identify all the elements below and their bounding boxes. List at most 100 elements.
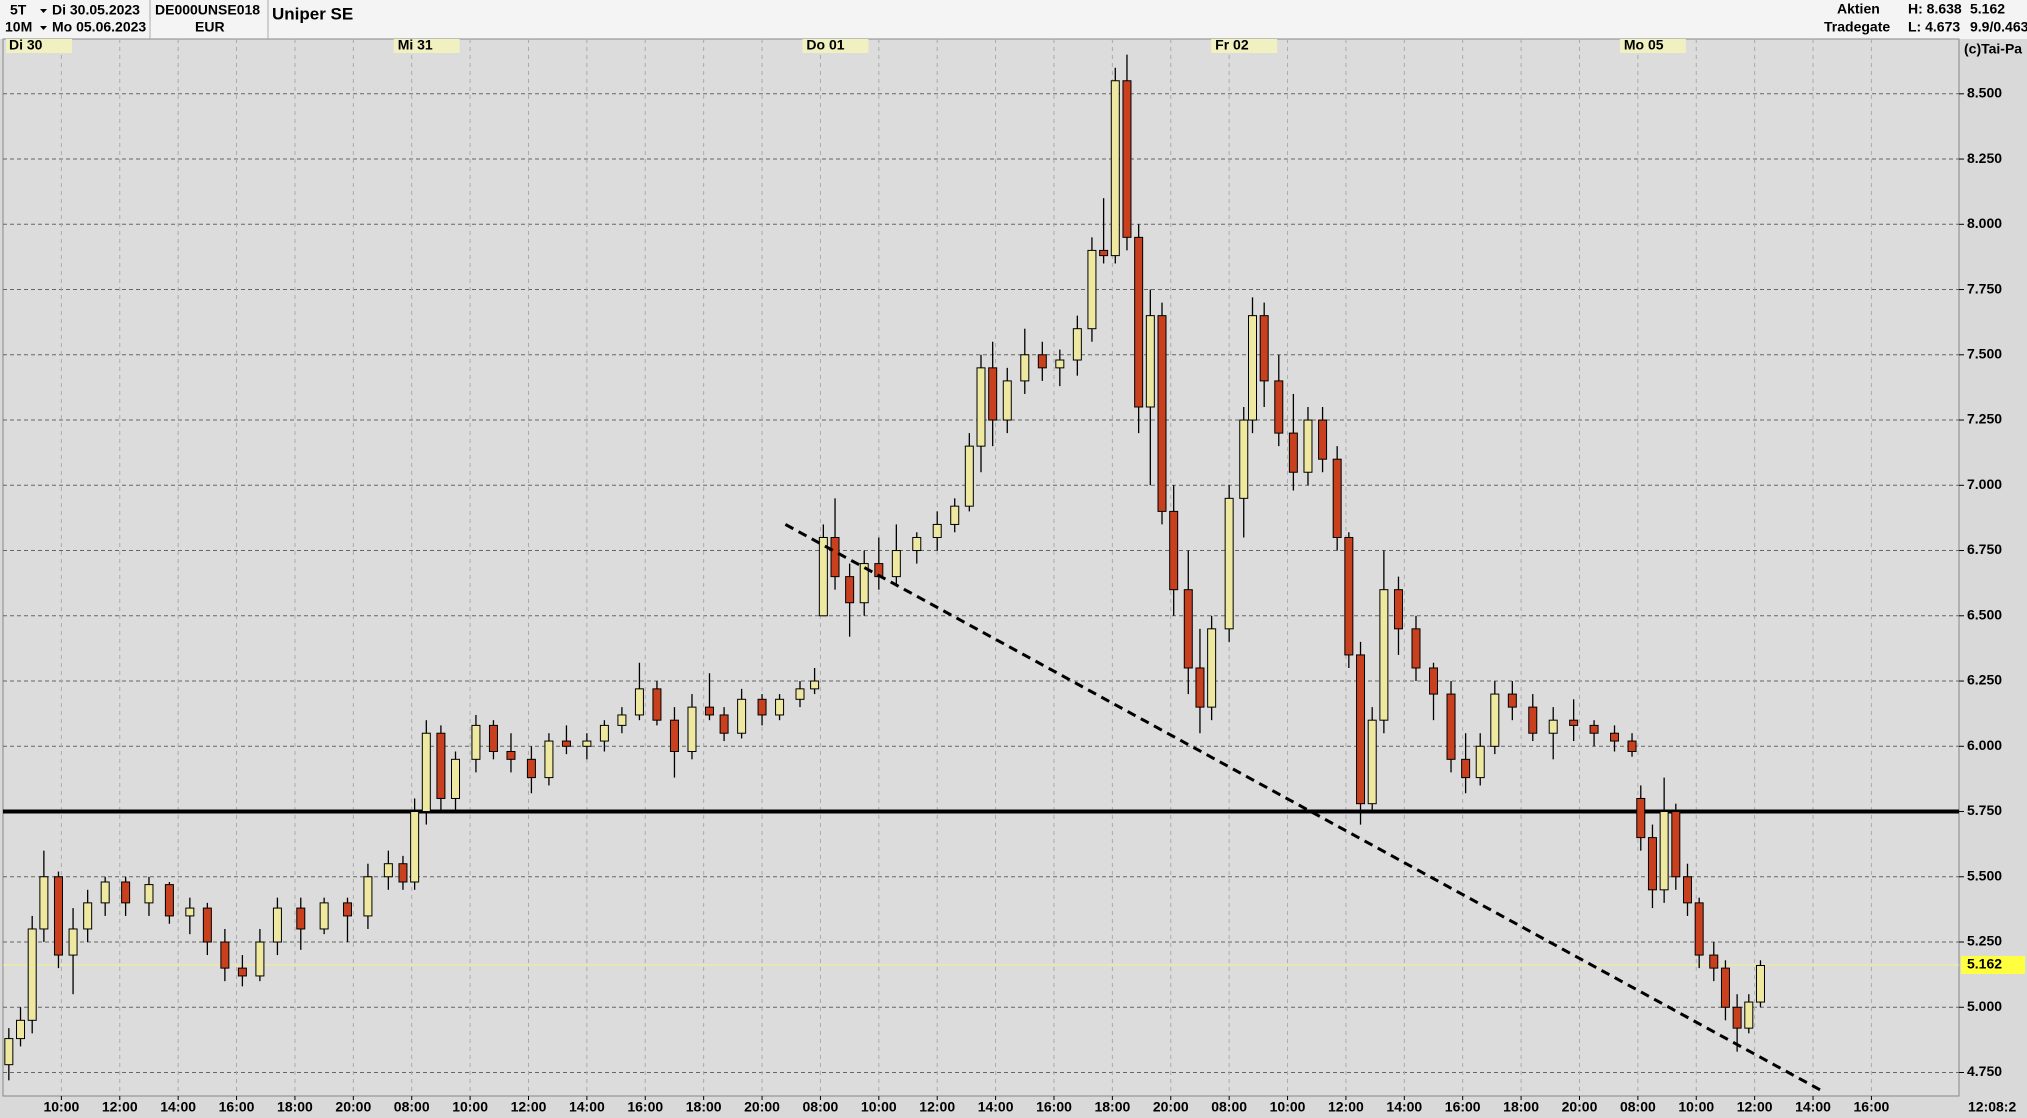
candle-body [1344,536,1354,656]
candle-body [561,740,571,747]
candle-body [1157,315,1167,512]
candle-body [1647,837,1657,891]
y-tick-label: 6.500 [1967,606,2002,622]
plot-area [2,38,1960,1097]
y-tick-label: 8.500 [1967,85,2002,101]
last-price-box [1961,955,2025,974]
candle-body [1318,419,1328,460]
candle-body [1490,693,1500,747]
candle-body [1356,654,1366,805]
candle-body [599,724,609,742]
candle-body [652,688,662,721]
dropdown-icon[interactable] [40,26,47,30]
x-tick-label: 12:00 [1328,1099,1364,1115]
y-tick-label: 6.750 [1967,541,2002,557]
x-tick-label: 16:00 [1854,1099,1890,1115]
x-tick-label: 16:00 [627,1099,663,1115]
candle-body [1248,315,1258,421]
candle-body [1610,732,1620,742]
candle-body [988,367,998,421]
candle-body [1145,315,1155,408]
x-tick-label: 14:00 [160,1099,196,1115]
y-tick-label: 5.000 [1967,998,2002,1014]
candle-body [121,881,131,904]
low: L: 4.673 [1908,19,1960,35]
x-tick-label: 12:00 [102,1099,138,1115]
candle-body [383,863,393,878]
candle-body [950,505,960,525]
candle-body [53,876,63,956]
candle-body [1411,628,1421,669]
day-label: Do 01 [806,37,844,53]
candle-body [436,732,446,799]
candle-body [582,740,592,747]
candle-body [964,445,974,507]
candle-body [185,907,195,917]
y-tick-label: 7.750 [1967,280,2002,296]
x-tick-label: 10:00 [452,1099,488,1115]
header-bar [0,0,2027,39]
x-tick-label: 16:00 [1036,1099,1072,1115]
candle-body [1002,380,1012,421]
candle-body [319,902,329,930]
candle-body [1110,80,1120,257]
candle-body [202,907,212,943]
dropdown-icon[interactable] [40,9,47,13]
y-tick-label: 4.750 [1967,1063,2002,1079]
candle-body [220,941,230,969]
candle-body [1548,719,1558,734]
x-tick-label: 08:00 [1620,1099,1656,1115]
candle-body [16,1019,26,1040]
candle-body [737,698,747,734]
candle-body [1332,458,1342,538]
clock: 12:08:2 [1968,1099,2016,1115]
candle-body [1720,967,1730,1008]
candle-body [976,367,986,447]
header: 5T Di 30.05.2023 10M Mo 05.06.2023 DE000… [5,0,2027,1115]
day-tick [393,39,460,53]
candle-body [398,863,408,883]
x-tick-label: 08:00 [394,1099,430,1115]
candle-body [617,714,627,726]
candle-body [757,698,767,716]
x-tick-label: 10:00 [43,1099,79,1115]
candle-body [1087,249,1097,330]
candle-body [1288,432,1298,473]
y-tick-label: 5.250 [1967,933,2002,949]
y-tick-label: 5.500 [1967,867,2002,883]
candle-body [39,876,49,930]
candle-body [296,907,306,930]
candle-body [1589,724,1599,734]
candle-body [1207,628,1217,708]
candle-body [845,576,855,604]
candle-body [795,688,805,700]
candle-body [410,811,420,883]
candle-body [1755,965,1765,1003]
candle-body [255,941,265,977]
interval[interactable]: 10M [5,19,32,35]
date-to: Mo 05.06.2023 [52,19,146,35]
candle-body [810,680,820,690]
candle-body [1055,359,1065,369]
candle-body [363,876,373,917]
candle-body [1379,589,1389,721]
candle-body [1367,719,1377,805]
period[interactable]: 5T [10,2,27,18]
candle-body [1303,419,1313,473]
candle-body [1169,510,1179,591]
candle-body [687,706,697,752]
candle-body [775,698,785,716]
y-tick-label: 7.500 [1967,345,2002,361]
x-tick-label: 16:00 [219,1099,255,1115]
candle-body [544,740,554,779]
x-tick-label: 18:00 [277,1099,313,1115]
day-label: Mo 05 [1624,37,1664,53]
candle-body [164,884,174,917]
y-tick-label: 7.000 [1967,476,2002,492]
x-tick-label: 18:00 [1503,1099,1539,1115]
candle-body [1659,811,1669,891]
candle-body [526,758,536,779]
candle-body [1195,667,1205,708]
market-type: Aktien [1837,1,1880,17]
